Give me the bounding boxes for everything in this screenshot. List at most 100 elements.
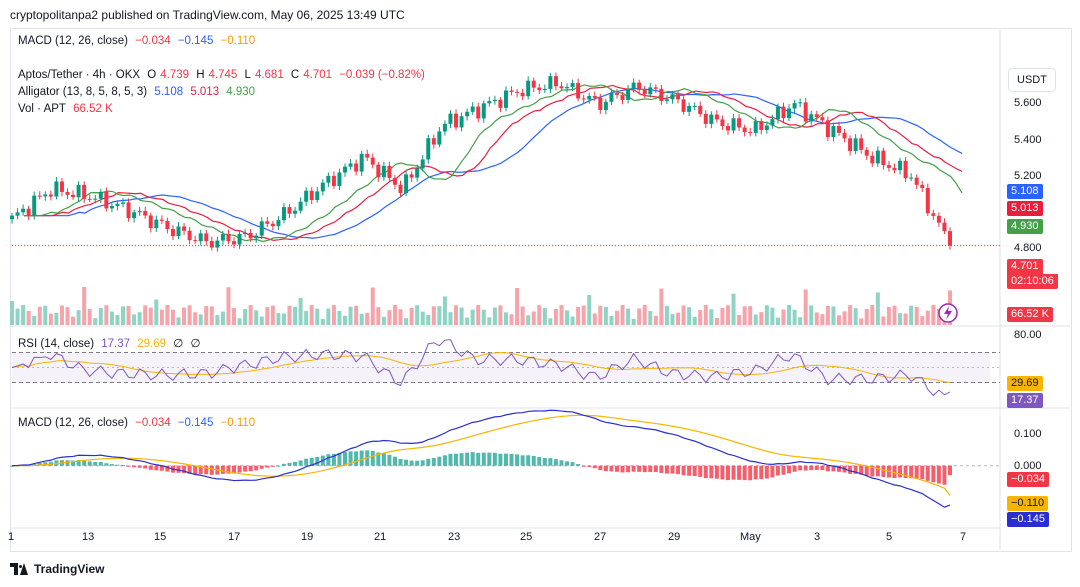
- volume-bar: [492, 307, 497, 325]
- candle-body: [542, 88, 547, 91]
- candle-body: [559, 86, 564, 89]
- price-tick: 5.400: [1014, 134, 1042, 146]
- candle-body: [587, 95, 592, 100]
- volume-bar: [298, 297, 303, 325]
- candle-body: [703, 114, 708, 124]
- volume-bar: [409, 307, 414, 325]
- volume-bar: [637, 308, 642, 325]
- candle-body: [459, 116, 464, 128]
- macd-histogram-bar: [132, 465, 137, 468]
- volume-bar: [881, 316, 886, 325]
- candle-body: [448, 113, 453, 124]
- macd-histogram-bar: [98, 461, 103, 466]
- volume-bar: [559, 305, 564, 325]
- volume-bar: [553, 309, 558, 325]
- candle-body: [753, 121, 758, 133]
- published-header: cryptopolitanpa2 published on TradingVie…: [10, 8, 405, 22]
- volume-bar: [21, 305, 26, 325]
- candle-body: [37, 195, 42, 197]
- volume-bar: [426, 315, 431, 325]
- candle-body: [248, 233, 253, 239]
- macd-histogram-bar: [137, 465, 142, 468]
- macd-histogram-bar: [614, 465, 619, 472]
- volume-bar: [243, 309, 248, 325]
- candle-body: [193, 240, 198, 242]
- macd-histogram-bar: [182, 465, 187, 474]
- macd-histogram-bar: [653, 465, 658, 473]
- candle-body: [348, 163, 353, 167]
- macd-histogram-bar: [925, 465, 930, 481]
- flash-icon: [944, 306, 952, 320]
- macd-histogram-bar: [548, 458, 553, 466]
- candle-body: [870, 155, 875, 164]
- alligator-jaw-line: [24, 87, 963, 239]
- macd-histogram-bar: [276, 465, 281, 467]
- volume-bar: [304, 310, 309, 325]
- price-tick: 5.600: [1014, 97, 1042, 109]
- jaw-price-label: 5.108: [1007, 184, 1043, 199]
- volume-bar: [226, 287, 231, 325]
- macd-line-value: −0.145: [177, 417, 214, 429]
- macd-histogram-bar: [692, 465, 697, 477]
- candle-body: [26, 208, 31, 216]
- macd-histogram-bar: [759, 465, 764, 480]
- alligator-jaw-value: 5.108: [154, 86, 184, 98]
- volume-bar: [237, 318, 242, 325]
- volume-bar: [148, 307, 153, 325]
- candle-body: [32, 195, 37, 216]
- candle-body: [10, 215, 14, 220]
- macd-histogram-bar: [676, 465, 681, 475]
- candle-body: [309, 190, 314, 200]
- rsi-empty-2: ∅: [190, 338, 201, 350]
- candle-body: [609, 92, 614, 102]
- macd-histogram-bar: [559, 460, 564, 466]
- macd-legend: MACD (12, 26, close) −0.034 −0.145 −0.11…: [18, 417, 259, 429]
- macd-signal-value: −0.110: [220, 417, 256, 429]
- macd-histogram-bar: [487, 452, 492, 466]
- candle-body: [304, 190, 309, 202]
- open-value: 4.739: [160, 69, 190, 81]
- volume-bar: [309, 305, 314, 325]
- volume-bar: [93, 318, 98, 325]
- volume-bar: [32, 315, 37, 325]
- candle-body: [470, 106, 475, 112]
- candle-body: [137, 211, 142, 213]
- volume-bar: [159, 309, 164, 325]
- macd-histogram-bar: [803, 465, 808, 471]
- time-tick: 7: [960, 531, 967, 543]
- volume-bar: [531, 311, 536, 325]
- candle-body: [420, 159, 425, 169]
- price-tick: 4.800: [1014, 242, 1042, 254]
- volume-bar: [254, 310, 259, 325]
- candle-body: [664, 99, 669, 101]
- macd-histogram-bar: [415, 460, 420, 466]
- candle-body: [825, 120, 830, 138]
- rsi-name: RSI (14, close): [18, 338, 95, 350]
- candle-body: [798, 102, 803, 104]
- candle-body: [670, 94, 675, 100]
- low-value: 4.681: [254, 69, 284, 81]
- candle-body: [370, 157, 375, 165]
- time-tick: 21: [374, 531, 387, 543]
- candle-body: [742, 127, 747, 133]
- candle-body: [476, 106, 481, 119]
- currency-button[interactable]: USDT: [1008, 68, 1056, 92]
- macd-histogram-bar: [354, 451, 359, 466]
- volume-bar: [481, 309, 486, 325]
- volume-bar: [626, 308, 631, 325]
- candle-body: [720, 119, 725, 127]
- macd-histogram-bar: [565, 461, 570, 466]
- volume-bar: [576, 307, 581, 325]
- macd-histogram-bar: [481, 452, 486, 466]
- macd-histogram-bar: [542, 457, 547, 466]
- volume-bar: [681, 305, 686, 325]
- macd-histogram-bar: [265, 465, 270, 468]
- candle-body: [209, 241, 214, 248]
- volume-bar: [809, 305, 814, 325]
- volume-bar: [82, 287, 87, 325]
- time-tick: 23: [448, 531, 461, 543]
- top-macd-legend: MACD (12, 26, close) −0.034 −0.145 −0.11…: [18, 35, 259, 47]
- candle-body: [714, 114, 719, 120]
- candle-body: [465, 111, 470, 117]
